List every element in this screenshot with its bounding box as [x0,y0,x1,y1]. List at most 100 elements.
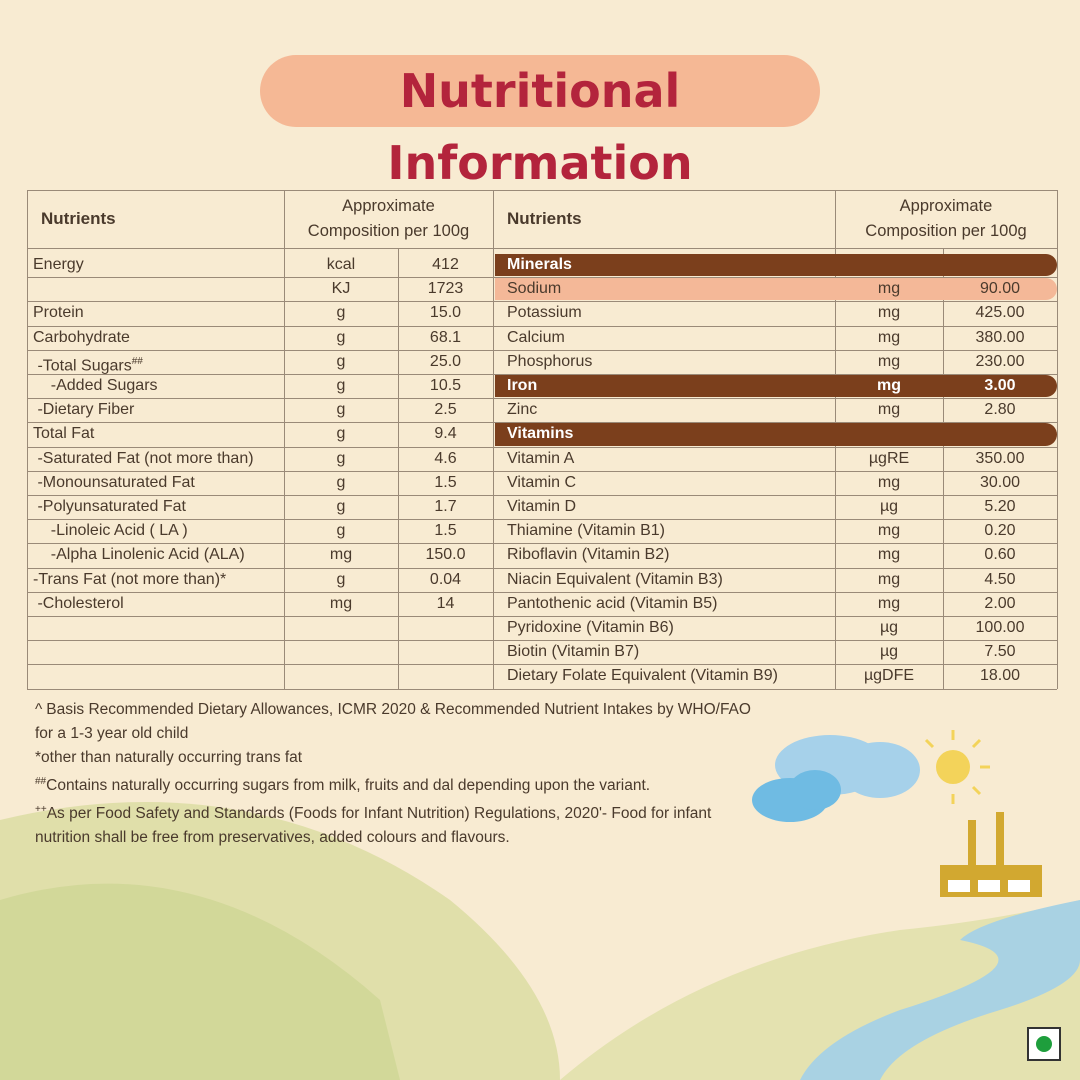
value: 2.00 [984,594,1016,612]
rule [27,398,1057,400]
value: 350.00 [975,449,1025,467]
value: 380.00 [975,328,1025,346]
value: 10.5 [429,377,462,394]
unit: g [336,449,346,467]
column-header: Approximate Composition per 100g [865,197,1027,240]
footnote-text: Basis Recommended Dietary Allowances, IC… [35,701,751,742]
value: 1723 [427,280,464,298]
highlight-band-light [495,278,1057,301]
value: 0.04 [429,570,462,588]
value: 0.60 [984,546,1016,564]
unit: mg [877,352,901,370]
highlight-band [495,423,1057,446]
footnote: ##Contains naturally occurring sugars fr… [35,770,755,798]
rule [27,470,1057,472]
unit: µg [879,643,899,661]
nutrient-name: -Monounsaturated Fat [33,473,195,491]
unit: g [336,570,346,588]
value: 425.00 [975,304,1025,322]
unit: mg [329,546,353,564]
rule [27,349,1057,351]
unit: µgDFE [863,667,915,685]
unit: mg [329,594,353,612]
footnote-mark: ++ [35,804,47,816]
unit: g [336,352,346,370]
footnote-text: As per Food Safety and Standards (Foods … [35,805,712,847]
nutrient-name: Dietary Folate Equivalent (Vitamin B9) [507,667,778,685]
unit: g [336,522,346,540]
column-header: Approximate Composition per 100g [307,197,470,240]
value: 1.7 [434,498,457,515]
value: 2.5 [434,401,457,419]
unit: mg [877,401,901,419]
value: 100.00 [975,619,1025,636]
value: 230.00 [975,352,1025,370]
rule [27,190,1057,191]
unit: KJ [331,280,351,298]
value: 1.5 [434,473,457,491]
nutrient-name: Pyridoxine (Vitamin B6) [507,619,674,636]
highlight-band [495,375,1057,398]
nutrient-name: Riboflavin (Vitamin B2) [507,546,670,564]
nutrient-name: Carbohydrate [33,328,130,346]
unit: g [336,425,346,443]
nutrient-name: -Total Sugars## [33,355,143,375]
rule [27,519,1057,521]
nutrient-name: Biotin (Vitamin B7) [507,643,640,661]
nutrient-name: Iron [507,377,538,394]
rule [943,248,944,689]
unit: mg [877,473,901,491]
rule [27,688,1057,690]
nutrient-name: Pantothenic acid (Vitamin B5) [507,594,718,612]
value: 150.0 [425,546,466,564]
unit: g [336,473,346,491]
nutrient-name: Energy [33,256,84,273]
value: 90.00 [979,280,1021,298]
rule [27,567,1057,569]
rule [27,325,1057,327]
value: 1.5 [434,522,457,540]
nutrient-name: -Polyunsaturated Fat [33,498,186,515]
rule [27,248,1057,249]
rule [493,190,494,689]
rule [1057,190,1058,689]
value: 0.20 [984,522,1016,540]
rule [284,190,285,689]
nutrient-name: -Saturated Fat (not more than) [33,449,254,467]
rule [27,422,1057,424]
value: 2.80 [984,401,1016,419]
unit: g [336,377,346,394]
nutrient-name: Vitamin D [507,498,577,515]
nutrient-name: Minerals [507,256,572,273]
unit: µgRE [868,449,910,467]
value: 5.20 [984,498,1016,515]
footnotes: ^ Basis Recommended Dietary Allowances, I… [35,698,755,850]
nutrient-name: Vitamins [507,425,574,443]
nutrient-name: Phosphorus [507,352,593,370]
unit: mg [877,522,901,540]
value: 9.4 [434,425,457,443]
rule [27,374,1057,375]
value: 4.6 [434,449,457,467]
unit: mg [877,377,901,394]
unit: mg [877,594,901,612]
rule [27,277,1057,279]
unit: mg [877,570,901,588]
nutrient-name: -Linoleic Acid ( LA ) [33,522,188,540]
nutrient-name: Vitamin A [507,449,575,467]
rule [27,543,1057,545]
unit: g [336,401,346,419]
value: 14 [436,594,455,612]
value: 7.50 [984,643,1016,661]
value: 18.00 [979,667,1021,685]
value: 68.1 [429,328,462,346]
rule [27,591,1057,593]
nutrient-name: Sodium [507,280,562,298]
nutrient-name: Protein [33,304,84,322]
footnote: ++As per Food Safety and Standards (Food… [35,798,755,850]
value: 30.00 [979,473,1021,491]
nutrient-name: Thiamine (Vitamin B1) [507,522,665,540]
rule [27,640,1057,642]
